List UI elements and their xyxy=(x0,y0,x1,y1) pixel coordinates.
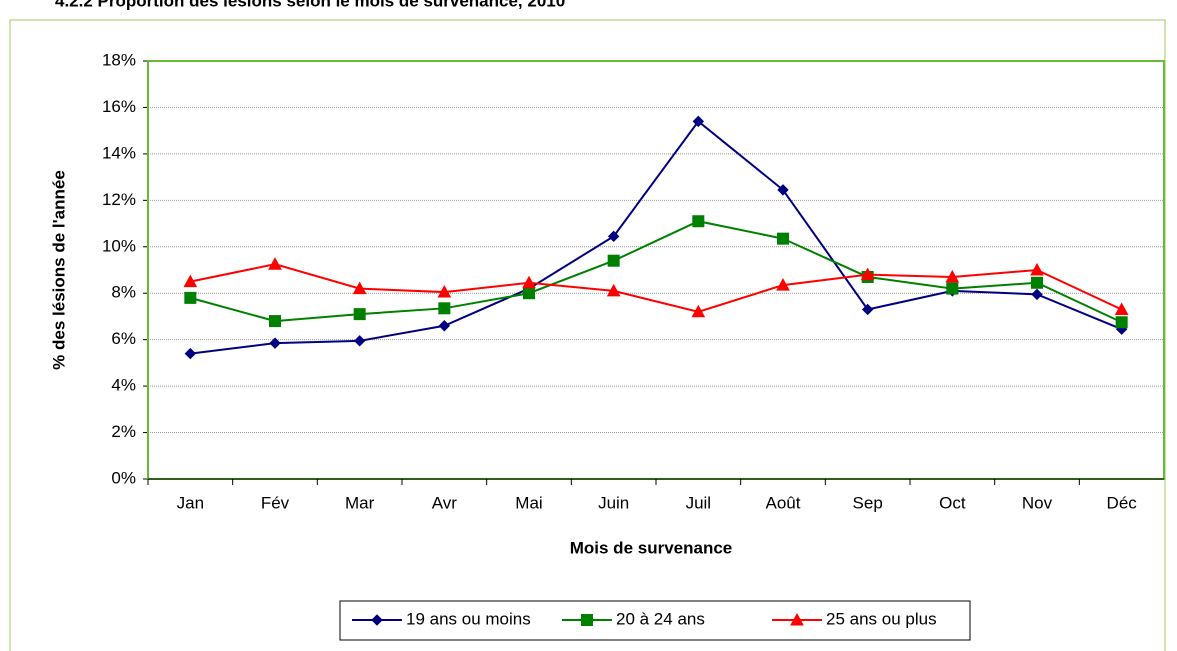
x-tick-label: Juil xyxy=(686,493,712,512)
data-point xyxy=(184,291,197,304)
data-point xyxy=(269,315,281,328)
data-point xyxy=(777,232,789,245)
x-tick-label: Sep xyxy=(853,493,883,512)
y-tick-label: 16% xyxy=(102,97,136,116)
x-tick-label: Fév xyxy=(261,493,290,512)
x-axis-label: Mois de survenance xyxy=(570,538,733,557)
data-point xyxy=(692,215,705,228)
y-tick-label: 12% xyxy=(102,190,136,209)
series-line xyxy=(190,263,1123,313)
data-point xyxy=(268,257,282,270)
y-tick-label: 6% xyxy=(111,329,136,348)
data-point xyxy=(438,302,451,315)
x-tick-label: Mai xyxy=(515,493,542,512)
legend-marker xyxy=(371,614,383,626)
y-tick-label: 10% xyxy=(102,236,136,255)
series-line xyxy=(190,220,1123,324)
y-tick-label: 18% xyxy=(102,50,136,69)
data-point xyxy=(352,281,367,295)
data-point xyxy=(522,275,536,289)
data-point xyxy=(269,337,281,349)
y-axis-label: % des lésions de l'année xyxy=(49,170,68,370)
y-tick-label: 0% xyxy=(111,468,136,487)
chart-frame xyxy=(9,19,1166,651)
legend-marker xyxy=(790,612,804,626)
x-tick-label: Jan xyxy=(177,493,204,512)
x-tick-label: Juin xyxy=(598,493,629,512)
data-point xyxy=(437,285,452,298)
legend-label: 25 ans ou plus xyxy=(826,609,937,628)
data-point xyxy=(1031,276,1043,289)
data-point xyxy=(777,184,789,196)
data-point xyxy=(1115,316,1128,329)
legend-label: 20 à 24 ans xyxy=(616,609,705,628)
x-tick-label: Avr xyxy=(432,493,458,512)
data-point xyxy=(776,278,790,291)
y-tick-label: 14% xyxy=(102,143,136,162)
data-point xyxy=(692,115,705,128)
data-point xyxy=(438,320,451,332)
data-point xyxy=(606,283,621,297)
data-point xyxy=(1030,262,1044,276)
legend-marker xyxy=(581,614,593,626)
x-tick-label: Nov xyxy=(1022,493,1053,512)
data-point xyxy=(184,347,197,360)
data-point xyxy=(1114,302,1129,315)
y-tick-label: 4% xyxy=(111,376,136,395)
x-tick-label: Oct xyxy=(939,493,966,512)
legend-label: 19 ans ou moins xyxy=(406,609,531,628)
data-point xyxy=(945,269,960,283)
data-point xyxy=(183,274,198,288)
data-point xyxy=(353,335,366,347)
data-point xyxy=(607,254,620,267)
data-point xyxy=(860,267,875,281)
y-tick-label: 2% xyxy=(111,422,136,441)
x-tick-label: Mar xyxy=(345,493,375,512)
chart-title: 4.2.2 Proportion des lésions selon le mo… xyxy=(55,0,565,10)
data-point xyxy=(607,230,620,243)
data-point xyxy=(353,308,366,321)
legend xyxy=(339,600,971,641)
y-tick-label: 8% xyxy=(111,283,136,302)
data-point xyxy=(1031,288,1043,301)
series-line xyxy=(190,119,1123,355)
data-point xyxy=(946,282,959,295)
x-tick-label: Déc xyxy=(1107,493,1138,512)
x-tick-label: Août xyxy=(766,493,801,512)
data-point xyxy=(861,303,874,316)
data-point xyxy=(523,287,535,300)
data-point xyxy=(691,304,706,318)
